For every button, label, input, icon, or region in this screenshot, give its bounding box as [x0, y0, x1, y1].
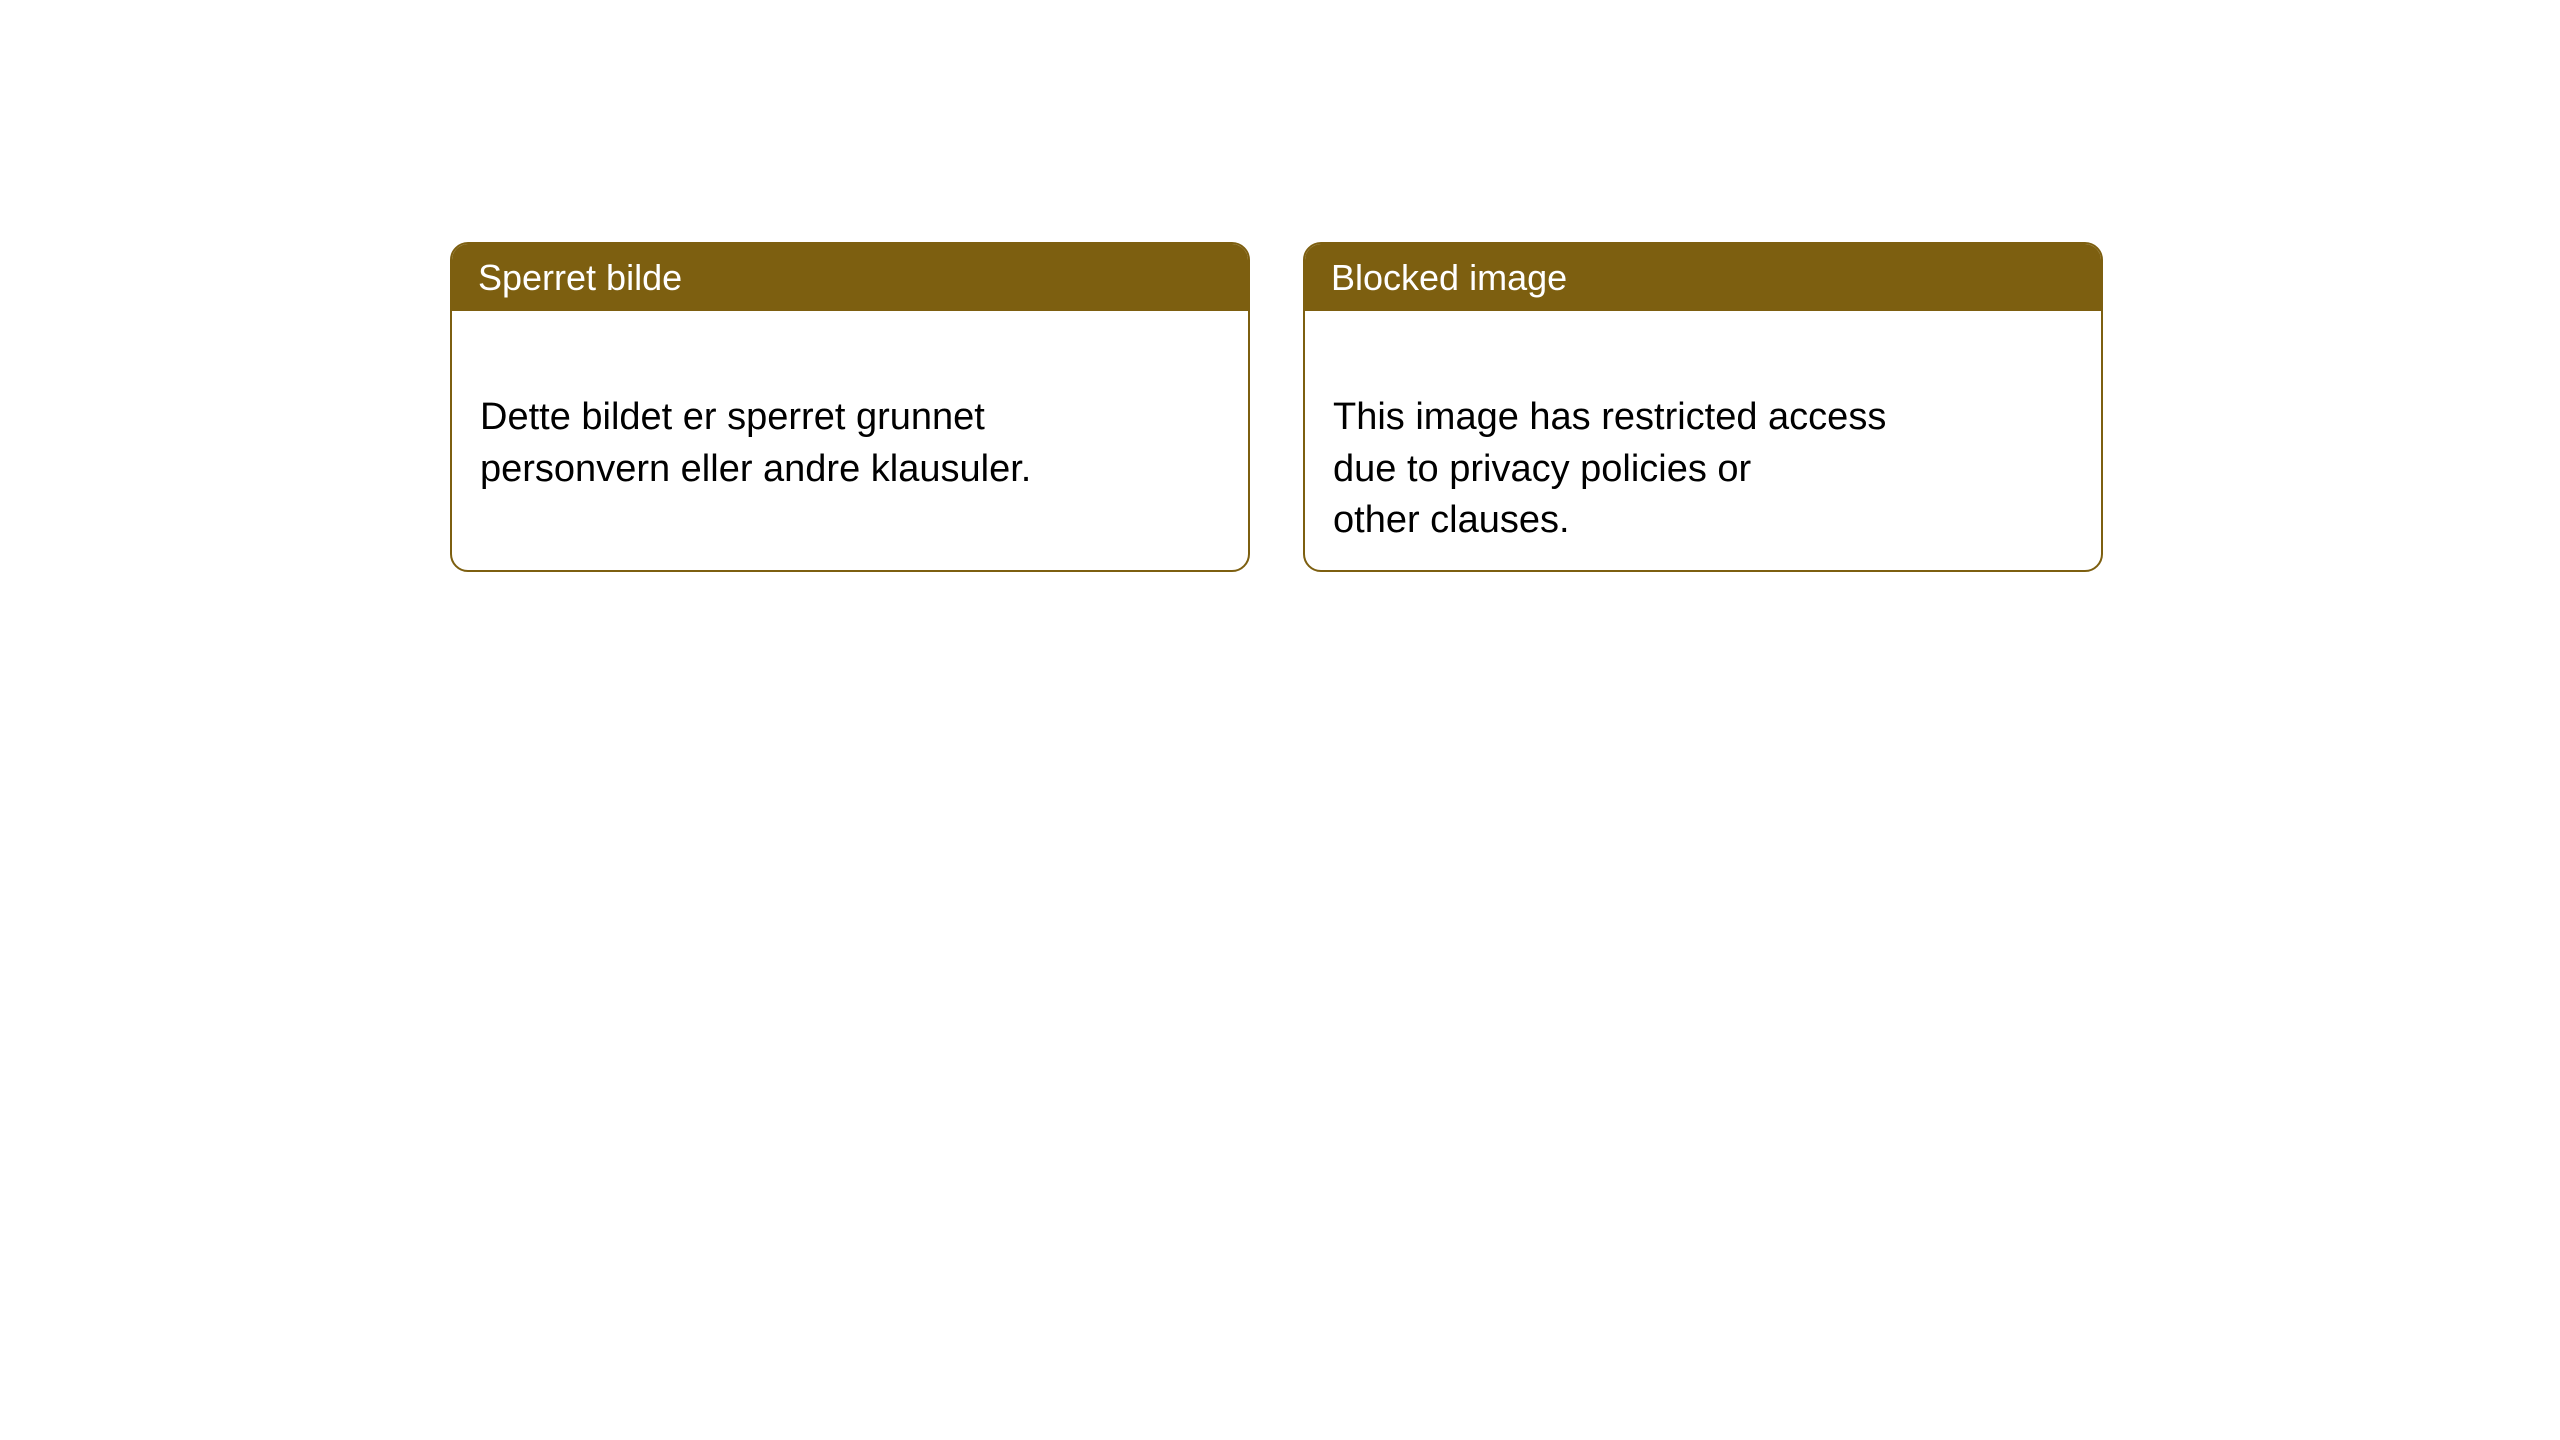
- notice-card-norwegian: Sperret bilde Dette bildet er sperret gr…: [450, 242, 1250, 572]
- card-body-text: Dette bildet er sperret grunnet personve…: [480, 396, 1031, 489]
- card-header: Blocked image: [1305, 244, 2101, 311]
- card-title: Sperret bilde: [478, 257, 682, 298]
- card-header: Sperret bilde: [452, 244, 1248, 311]
- card-body-text: This image has restricted access due to …: [1333, 396, 1886, 541]
- card-body: This image has restricted access due to …: [1305, 311, 2101, 572]
- card-title: Blocked image: [1331, 257, 1567, 298]
- notice-container: Sperret bilde Dette bildet er sperret gr…: [450, 242, 2103, 572]
- card-body: Dette bildet er sperret grunnet personve…: [452, 311, 1248, 525]
- notice-card-english: Blocked image This image has restricted …: [1303, 242, 2103, 572]
